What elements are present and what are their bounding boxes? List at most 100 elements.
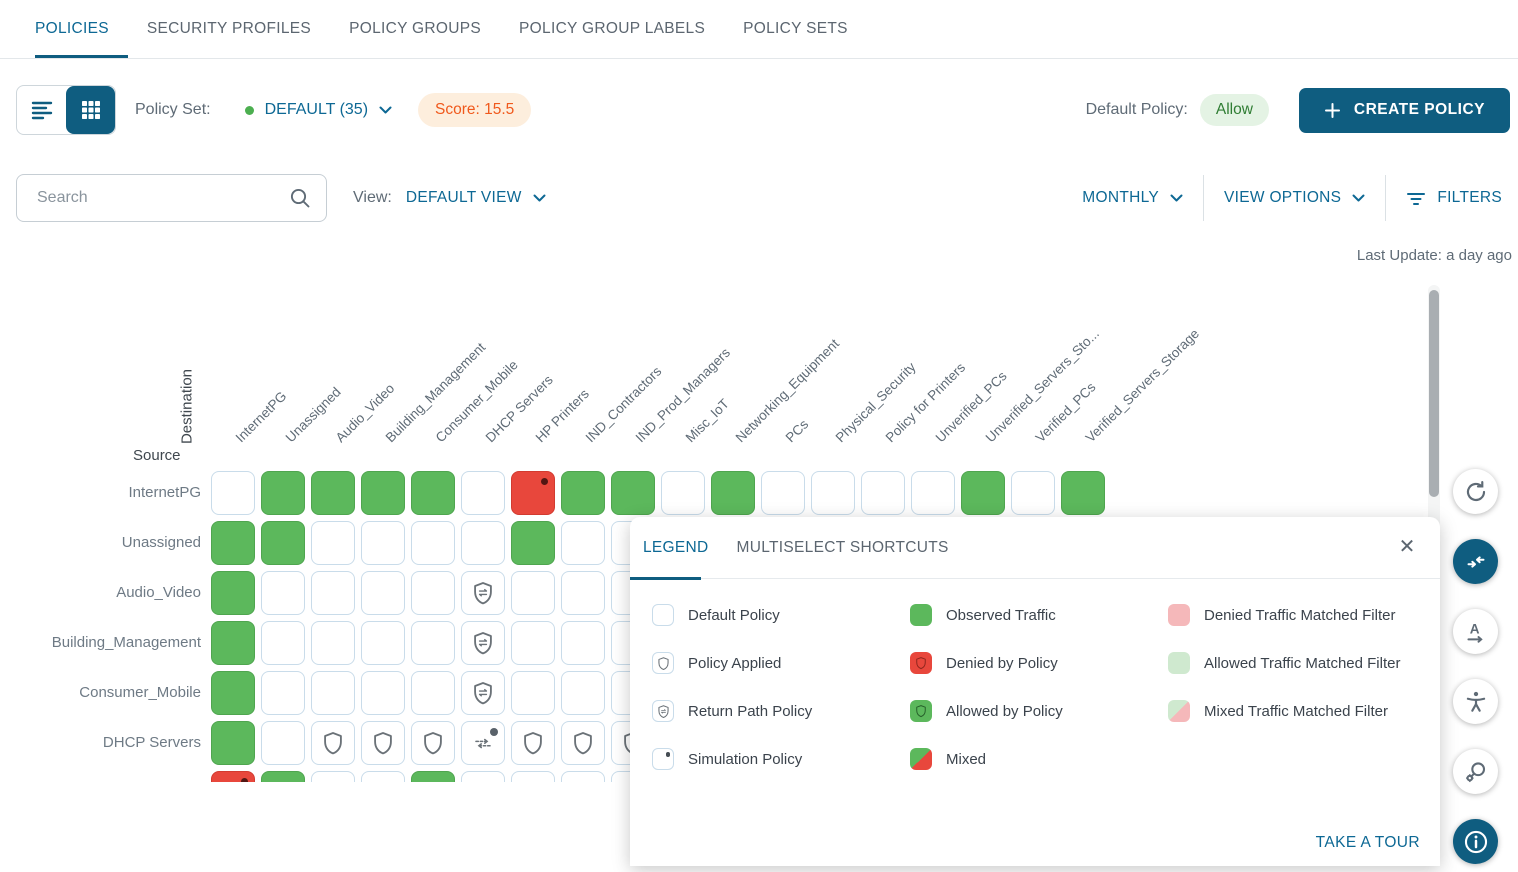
policy-set-dropdown[interactable]: DEFAULT (35)	[245, 101, 392, 119]
matrix-cell-observed[interactable]	[411, 471, 455, 515]
matrix-cell-observed[interactable]	[711, 471, 755, 515]
period-dropdown[interactable]: MONTHLY	[1082, 189, 1183, 207]
matrix-cell-observed[interactable]	[211, 521, 255, 565]
matrix-cell-default[interactable]	[361, 521, 405, 565]
matrix-cell-default[interactable]	[261, 721, 305, 765]
matrix-cell-default[interactable]	[411, 671, 455, 715]
matrix-cell-applied[interactable]	[411, 721, 455, 765]
matrix-cell-observed[interactable]	[1061, 471, 1105, 515]
matrix-cell-default[interactable]	[1011, 471, 1055, 515]
matrix-cell-default[interactable]	[561, 671, 605, 715]
matrix-cell-observed[interactable]	[961, 471, 1005, 515]
matrix-cell-return-path[interactable]	[461, 671, 505, 715]
column-header-misc-iot[interactable]: Misc_IoT	[683, 396, 733, 446]
matrix-cell-applied[interactable]	[511, 721, 555, 765]
matrix-cell-default[interactable]	[511, 571, 555, 615]
matrix-cell-observed[interactable]	[211, 721, 255, 765]
matrix-cell-default[interactable]	[811, 471, 855, 515]
column-header-ind-prod-managers[interactable]: IND_Prod_Managers	[633, 345, 734, 446]
tab-policy-group-labels[interactable]: POLICY GROUP LABELS	[519, 0, 705, 58]
matrix-cell-default[interactable]	[911, 471, 955, 515]
matrix-cell-applied[interactable]	[361, 721, 405, 765]
matrix-cell-simulated-arrows[interactable]	[461, 721, 505, 765]
matrix-cell-observed[interactable]	[411, 771, 455, 782]
matrix-cell-default[interactable]	[461, 771, 505, 782]
matrix-cell-default[interactable]	[211, 471, 255, 515]
accessibility-button[interactable]	[1453, 679, 1498, 724]
matrix-cell-default[interactable]	[511, 771, 555, 782]
matrix-cell-observed[interactable]	[361, 471, 405, 515]
list-view-button[interactable]	[17, 86, 66, 134]
tab-policies[interactable]: POLICIES	[35, 0, 109, 58]
matrix-cell-observed[interactable]	[511, 521, 555, 565]
matrix-cell-default[interactable]	[461, 471, 505, 515]
matrix-cell-default[interactable]	[311, 621, 355, 665]
tab-policy-sets[interactable]: POLICY SETS	[743, 0, 848, 58]
matrix-cell-denied-simulated[interactable]	[211, 771, 255, 782]
matrix-cell-default[interactable]	[361, 621, 405, 665]
matrix-cell-default[interactable]	[361, 771, 405, 782]
scrollbar-thumb[interactable]	[1429, 290, 1439, 497]
matrix-cell-default[interactable]	[661, 471, 705, 515]
matrix-cell-default[interactable]	[411, 621, 455, 665]
matrix-cell-observed[interactable]	[561, 471, 605, 515]
view-dropdown[interactable]: DEFAULT VIEW	[406, 189, 546, 207]
matrix-cell-observed[interactable]	[611, 471, 655, 515]
info-button[interactable]	[1453, 819, 1498, 864]
matrix-cell-default[interactable]	[361, 571, 405, 615]
matrix-cell-default[interactable]	[561, 521, 605, 565]
matrix-cell-default[interactable]	[561, 771, 605, 782]
close-icon[interactable]: ✕	[1394, 534, 1420, 560]
refresh-button[interactable]	[1453, 469, 1498, 514]
matrix-cell-return-path[interactable]	[461, 621, 505, 665]
row-header-unassigned[interactable]: Unassigned	[0, 534, 201, 551]
matrix-cell-return-path[interactable]	[461, 571, 505, 615]
matrix-cell-default[interactable]	[261, 571, 305, 615]
matrix-cell-denied-simulated[interactable]	[511, 471, 555, 515]
column-header-verified-servers-storage[interactable]: Verified_Servers_Storage	[1083, 326, 1203, 446]
filters-button[interactable]: FILTERS	[1406, 189, 1502, 207]
matrix-cell-default[interactable]	[561, 571, 605, 615]
matrix-cell-default[interactable]	[361, 671, 405, 715]
sort-alphabetical-button[interactable]: A	[1453, 609, 1498, 654]
create-policy-button[interactable]: CREATE POLICY	[1299, 88, 1510, 133]
matrix-cell-default[interactable]	[311, 521, 355, 565]
matrix-cell-observed[interactable]	[261, 771, 305, 782]
matrix-cell-default[interactable]	[861, 471, 905, 515]
view-options-dropdown[interactable]: VIEW OPTIONS	[1224, 189, 1365, 207]
row-header-audio-video[interactable]: Audio_Video	[0, 584, 201, 601]
search-icon[interactable]	[288, 186, 312, 210]
search-settings-button[interactable]	[1453, 749, 1498, 794]
matrix-cell-default[interactable]	[761, 471, 805, 515]
column-header-internetpg[interactable]: InternetPG	[233, 389, 290, 446]
matrix-cell-observed[interactable]	[211, 571, 255, 615]
row-header-internetpg[interactable]: InternetPG	[0, 484, 201, 501]
matrix-cell-observed[interactable]	[311, 471, 355, 515]
matrix-cell-applied[interactable]	[311, 721, 355, 765]
grid-view-button[interactable]	[66, 86, 115, 134]
matrix-cell-applied[interactable]	[561, 721, 605, 765]
matrix-cell-observed[interactable]	[261, 521, 305, 565]
matrix-cell-default[interactable]	[261, 671, 305, 715]
tab-security-profiles[interactable]: SECURITY PROFILES	[147, 0, 311, 58]
matrix-cell-observed[interactable]	[261, 471, 305, 515]
matrix-cell-default[interactable]	[311, 571, 355, 615]
tab-multiselect-shortcuts[interactable]: MULTISELECT SHORTCUTS	[737, 539, 949, 557]
matrix-cell-default[interactable]	[311, 671, 355, 715]
matrix-cell-observed[interactable]	[211, 671, 255, 715]
matrix-cell-default[interactable]	[511, 621, 555, 665]
collapse-arrows-button[interactable]	[1453, 539, 1498, 584]
row-header-consumer-mobile[interactable]: Consumer_Mobile	[0, 684, 201, 701]
tab-policy-groups[interactable]: POLICY GROUPS	[349, 0, 481, 58]
matrix-cell-default[interactable]	[461, 521, 505, 565]
matrix-cell-default[interactable]	[311, 771, 355, 782]
row-header-dhcp-servers[interactable]: DHCP Servers	[0, 734, 201, 751]
take-a-tour-link[interactable]: TAKE A TOUR	[1310, 833, 1426, 853]
matrix-cell-observed[interactable]	[211, 621, 255, 665]
matrix-cell-default[interactable]	[261, 621, 305, 665]
column-header-pcs[interactable]: PCs	[783, 417, 812, 446]
matrix-cell-default[interactable]	[411, 521, 455, 565]
search-input[interactable]	[35, 188, 288, 208]
matrix-cell-default[interactable]	[561, 621, 605, 665]
tab-legend[interactable]: LEGEND	[643, 539, 709, 557]
